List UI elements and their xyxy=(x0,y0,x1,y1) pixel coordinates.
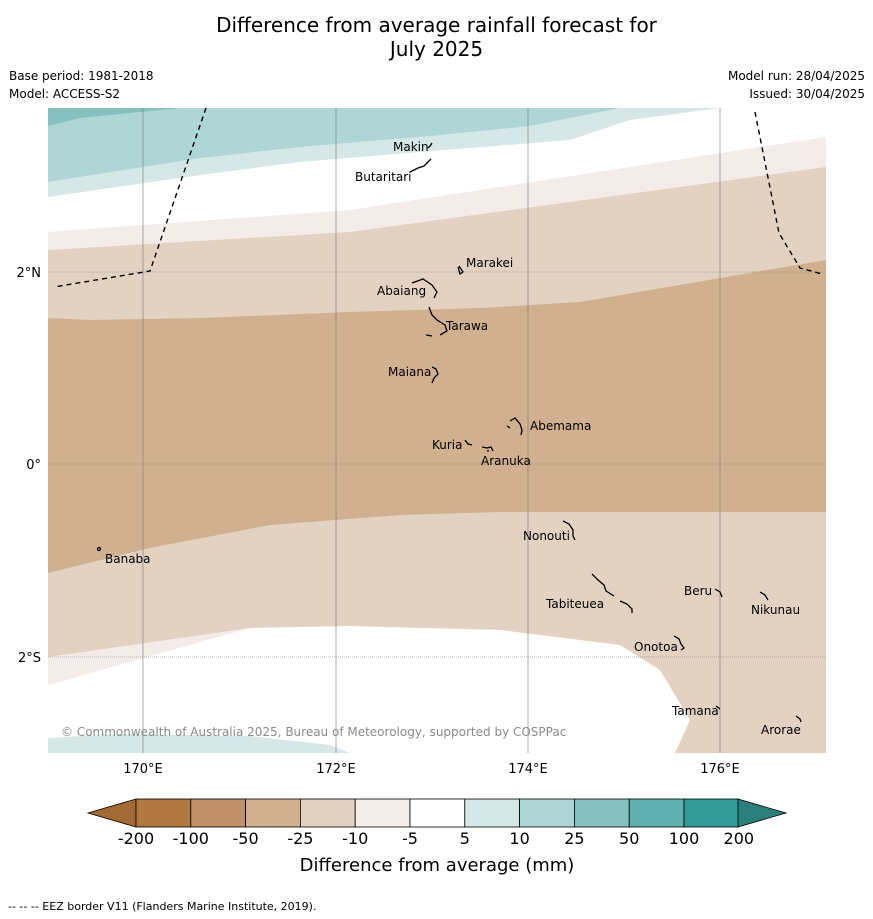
label-banaba: Banaba xyxy=(105,552,151,566)
legend-tick-label: 5 xyxy=(460,829,470,848)
label-beru: Beru xyxy=(684,584,712,598)
label-butaritari: Butaritari xyxy=(355,170,412,184)
legend-tick-label: 200 xyxy=(724,829,755,848)
lon-label-174e: 174°E xyxy=(508,762,548,777)
legend-swatch xyxy=(409,798,466,828)
legend-arrow-low xyxy=(86,798,137,828)
legend-tick-label: 50 xyxy=(619,829,639,848)
label-makin: Makin xyxy=(393,140,429,154)
issued-date: Issued: 30/04/2025 xyxy=(749,87,865,101)
legend-colorbar: -200 -100 -50 -25 -10 -5 5 10 25 50 100 200 Differe… xyxy=(86,798,788,876)
label-onotoa: Onotoa xyxy=(634,640,678,654)
island-aranuka xyxy=(481,446,494,452)
label-tamana: Tamana xyxy=(671,704,719,718)
island-marakei xyxy=(457,265,464,276)
island-onotoa xyxy=(673,635,685,651)
legend-tick-label: 100 xyxy=(669,829,700,848)
model-name: Model: ACCESS-S2 xyxy=(9,87,121,101)
lon-label-170e: 170°E xyxy=(123,762,163,777)
legend-swatch xyxy=(574,798,630,828)
island-kuria xyxy=(464,439,473,446)
band-light-teal xyxy=(48,108,620,182)
lon-label-176e: 176°E xyxy=(700,762,740,777)
model-run: Model run: 28/04/2025 xyxy=(727,69,865,83)
label-nikunau: Nikunau xyxy=(751,603,800,617)
legend-ticks: -200 -100 -50 -25 -10 -5 5 10 25 50 100 200 xyxy=(118,829,754,848)
copyright-notice: © Commonwealth of Australia 2025, Bureau… xyxy=(61,725,566,739)
rainfall-map: Makin Butaritari Marakei Abaiang Tarawa … xyxy=(48,108,826,753)
label-tabiteuea: Tabiteuea xyxy=(545,597,604,611)
lon-label-172e: 172°E xyxy=(316,762,356,777)
island-nonouti xyxy=(562,520,576,541)
map-title-line2: July 2025 xyxy=(389,37,484,61)
band-teal xyxy=(48,108,180,126)
label-tarawa: Tarawa xyxy=(445,319,488,333)
island-abemama xyxy=(506,417,523,436)
legend-swatch xyxy=(135,798,192,828)
island-tarawa xyxy=(425,306,448,337)
lat-label-2n: 2°N xyxy=(17,266,42,281)
label-nonouti: Nonouti xyxy=(523,529,570,543)
legend-swatch xyxy=(628,798,685,828)
island-banaba xyxy=(96,546,102,552)
legend-tick-label: -5 xyxy=(402,829,418,848)
legend-swatch xyxy=(683,798,740,828)
legend-boxes xyxy=(135,798,740,828)
map-title-line1: Difference from average rainfall forecas… xyxy=(216,13,657,37)
legend-swatch xyxy=(245,798,301,828)
legend-tick-label: -100 xyxy=(173,829,209,848)
legend-tick-label: 10 xyxy=(509,829,529,848)
island-makin xyxy=(427,142,433,149)
lat-label-0: 0° xyxy=(26,458,41,473)
legend-tick-label: -25 xyxy=(287,829,313,848)
legend-tick-label: -200 xyxy=(118,829,154,848)
island-tabiteuea xyxy=(591,573,633,613)
island-maiana xyxy=(431,366,439,384)
label-maiana: Maiana xyxy=(388,365,431,379)
island-tamana xyxy=(715,705,721,710)
legend-swatch xyxy=(464,798,520,828)
island-abaiang xyxy=(411,278,438,299)
legend-swatch xyxy=(190,798,247,828)
legend-swatch xyxy=(354,798,411,828)
band-white-south xyxy=(48,666,570,753)
place-labels: Makin Butaritari Marakei Abaiang Tarawa … xyxy=(105,140,801,737)
band-pale-teal-south xyxy=(48,734,350,753)
legend-tick-label: 25 xyxy=(564,829,584,848)
eez-border-west xyxy=(53,108,207,288)
island-nikunau xyxy=(759,591,769,601)
eez-border xyxy=(53,108,823,288)
gridlines xyxy=(48,108,826,753)
legend-swatch xyxy=(299,798,356,828)
island-beru xyxy=(714,588,723,598)
island-butaritari xyxy=(409,158,432,173)
legend-title: Difference from average (mm) xyxy=(300,855,575,876)
label-abemama: Abemama xyxy=(530,419,591,433)
islands xyxy=(96,142,802,723)
axis-labels: 170°E 172°E 174°E 176°E 2°N 0° 2°S xyxy=(17,266,740,777)
legend-tick-label: -50 xyxy=(233,829,259,848)
legend-arrow-high xyxy=(737,798,788,828)
island-arorae xyxy=(795,715,802,723)
eez-border-east xyxy=(754,111,823,275)
band-brown xyxy=(48,260,826,573)
label-arorae: Arorae xyxy=(761,723,801,737)
legend-swatch xyxy=(519,798,575,828)
legend-tick-label: -10 xyxy=(342,829,368,848)
label-aranuka: Aranuka xyxy=(481,454,531,468)
label-kuria: Kuria xyxy=(432,438,463,452)
eez-footnote: -- -- -- EEZ border V11 (Flanders Marine… xyxy=(8,900,317,913)
label-marakei: Marakei xyxy=(466,256,513,270)
label-abaiang: Abaiang xyxy=(377,284,426,298)
lat-label-2s: 2°S xyxy=(18,651,41,666)
base-period: Base period: 1981-2018 xyxy=(9,69,154,83)
